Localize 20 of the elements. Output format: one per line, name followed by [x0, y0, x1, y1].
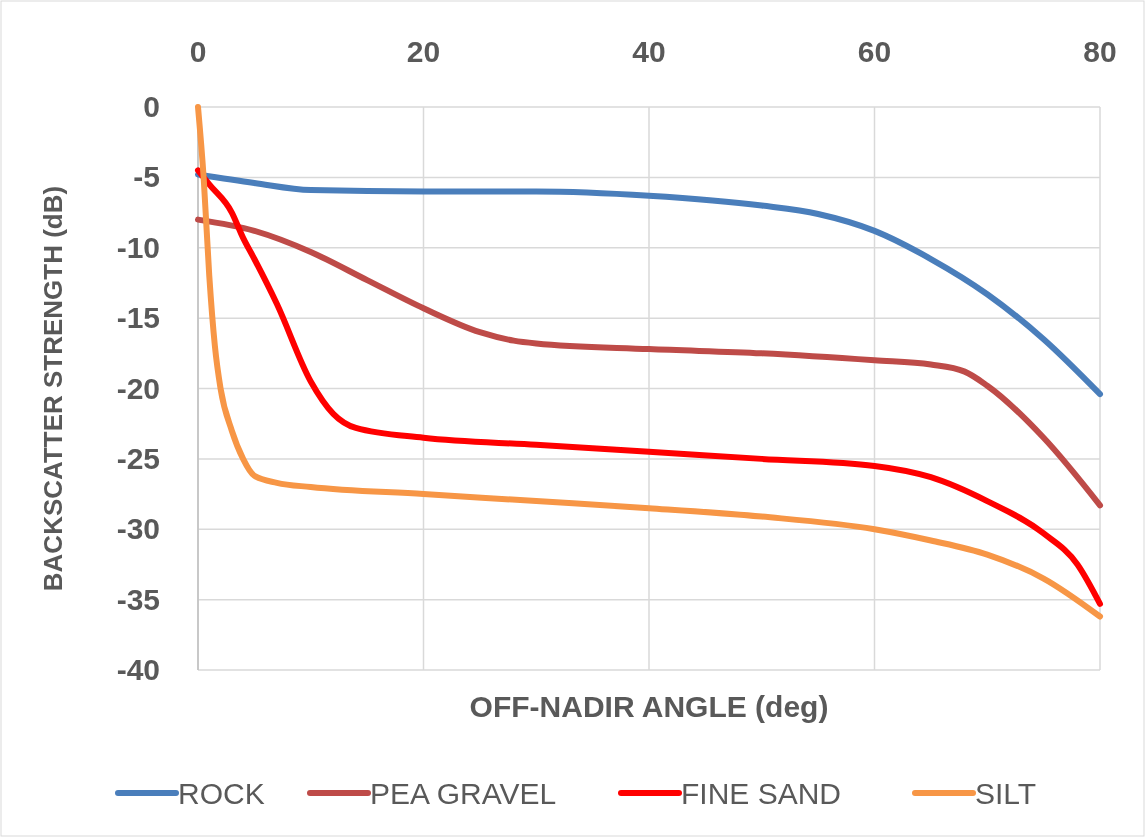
x-tick-label: 60 [857, 35, 892, 68]
x-tick-label: 40 [632, 35, 666, 68]
y-tick-label: -20 [116, 371, 160, 405]
legend-label: PEA GRAVEL [370, 777, 557, 810]
y-tick-label: -40 [116, 653, 160, 686]
y-tick-label: -30 [116, 512, 160, 546]
legend-label: SILT [975, 777, 1037, 810]
y-tick-label: 0 [143, 90, 160, 123]
y-tick-label: -35 [116, 582, 160, 616]
x-tick-label: 0 [189, 35, 207, 68]
x-axis-title: OFF-NADIR ANGLE (deg) [469, 690, 829, 723]
legend-label: ROCK [178, 777, 265, 810]
y-tick-label: -10 [116, 230, 160, 264]
y-tick-label: -5 [133, 160, 160, 194]
x-tick-label: 80 [1083, 35, 1117, 68]
y-tick-label: -25 [116, 441, 160, 475]
legend-label: FINE SAND [681, 777, 842, 810]
y-axis-title: BACKSCATTER STRENGTH (dB) [38, 185, 68, 592]
x-tick-label: 20 [406, 35, 441, 68]
y-tick-label: -15 [116, 301, 160, 335]
